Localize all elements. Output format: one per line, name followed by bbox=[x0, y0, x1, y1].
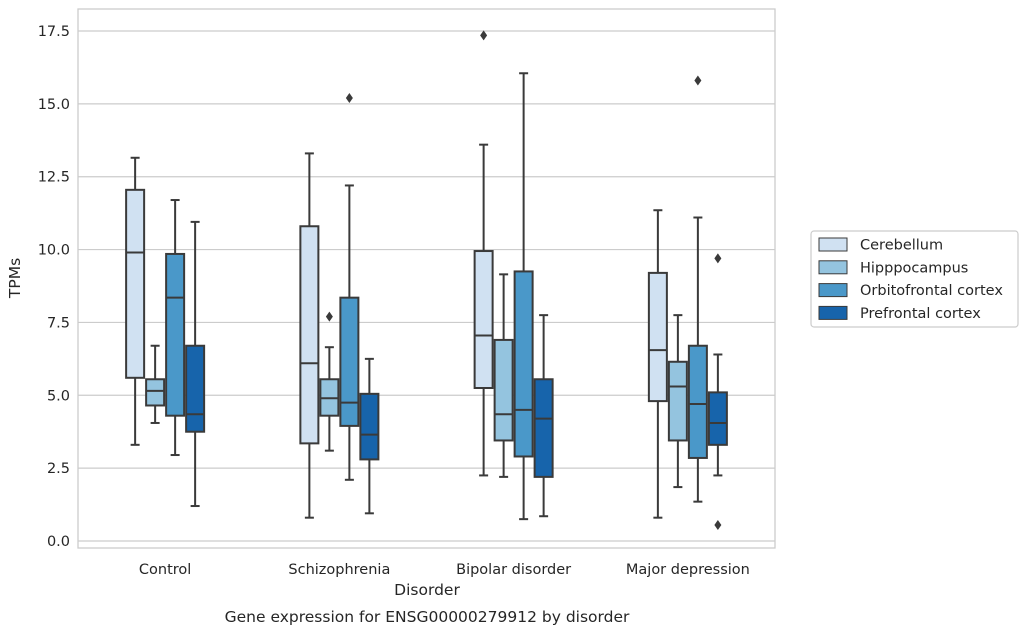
legend-label: Prefrontal cortex bbox=[860, 306, 981, 322]
box-iqr bbox=[493, 338, 514, 442]
box-iqr bbox=[667, 360, 688, 442]
y-tick-label: 12.5 bbox=[38, 170, 70, 186]
box-orbitofrontal-cortex bbox=[687, 75, 708, 503]
box-prefrontal-cortex bbox=[185, 220, 206, 508]
box-cerebellum bbox=[647, 209, 668, 519]
x-tick-labels: Control Schizophrenia Bipolar disorder Majo… bbox=[139, 562, 750, 578]
box-cerebellum bbox=[299, 152, 320, 519]
box-cerebellum bbox=[473, 30, 494, 477]
legend: Cerebellum Hipppocampus Orbitofrontal cort… bbox=[810, 230, 1019, 328]
box-iqr bbox=[339, 296, 360, 427]
box-orbitofrontal-cortex bbox=[513, 72, 534, 521]
box-iqr bbox=[647, 271, 668, 403]
x-tick-label: Major depression bbox=[626, 562, 750, 578]
outlier-point bbox=[714, 519, 722, 530]
legend-swatch bbox=[818, 283, 848, 298]
outlier-point bbox=[714, 253, 722, 264]
x-axis-label: Disorder bbox=[394, 581, 460, 599]
box-iqr bbox=[533, 378, 554, 478]
legend-swatch bbox=[818, 260, 848, 275]
outlier-point bbox=[325, 311, 333, 322]
box-iqr bbox=[125, 188, 146, 379]
box-orbitofrontal-cortex bbox=[165, 199, 186, 457]
outlier-point bbox=[480, 30, 488, 41]
box-orbitofrontal-cortex bbox=[339, 93, 360, 481]
legend-label: Cerebellum bbox=[860, 238, 943, 254]
y-tick-label: 2.5 bbox=[47, 461, 70, 477]
box-groups bbox=[125, 30, 728, 530]
box-prefrontal-cortex bbox=[533, 314, 554, 518]
box-iqr bbox=[687, 344, 708, 459]
box-iqr bbox=[513, 270, 534, 458]
y-tick-label: 17.5 bbox=[38, 24, 70, 40]
box-iqr bbox=[165, 252, 186, 417]
box-hipppocampus bbox=[319, 311, 340, 452]
outlier-point bbox=[345, 93, 353, 104]
legend-swatch bbox=[818, 237, 848, 252]
box-cerebellum bbox=[125, 156, 146, 446]
legend-label: Hipppocampus bbox=[860, 260, 968, 276]
box-iqr bbox=[707, 391, 728, 446]
box-iqr bbox=[145, 378, 166, 407]
box-iqr bbox=[359, 392, 380, 461]
y-tick-labels: 0.0 2.5 5.0 7.5 10.0 12.5 15.0 17.5 bbox=[38, 24, 70, 550]
box-iqr bbox=[473, 250, 494, 389]
y-tick-label: 0.0 bbox=[47, 534, 70, 550]
y-tick-label: 7.5 bbox=[47, 315, 70, 331]
legend-swatch bbox=[818, 305, 848, 320]
box-iqr bbox=[299, 225, 320, 445]
box-hipppocampus bbox=[667, 314, 688, 489]
legend-label: Orbitofrontal cortex bbox=[860, 283, 1003, 299]
plot-area-frame bbox=[77, 8, 776, 549]
x-tick-label: Control bbox=[139, 562, 191, 578]
chart-caption: Gene expression for ENSG00000279912 by d… bbox=[225, 608, 630, 626]
outlier-point bbox=[694, 75, 702, 86]
box-iqr bbox=[185, 344, 206, 433]
y-tick-label: 5.0 bbox=[47, 388, 70, 404]
y-axis-label: TPMs bbox=[6, 258, 24, 299]
box-hipppocampus bbox=[493, 273, 514, 478]
legend-frame bbox=[810, 230, 1019, 328]
x-tick-label: Schizophrenia bbox=[288, 562, 390, 578]
box-prefrontal-cortex bbox=[707, 253, 728, 530]
y-tick-label: 10.0 bbox=[38, 243, 70, 259]
box-prefrontal-cortex bbox=[359, 357, 380, 515]
box-hipppocampus bbox=[145, 344, 166, 424]
y-tick-label: 15.0 bbox=[38, 97, 70, 113]
x-tick-label: Bipolar disorder bbox=[456, 562, 571, 578]
